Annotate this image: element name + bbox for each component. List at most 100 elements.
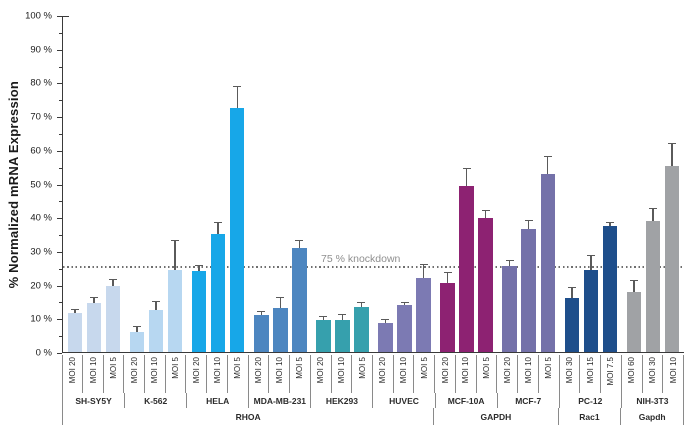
y-tick-label: 10 % [30,313,52,325]
bar [129,331,145,352]
bar-slot [519,16,538,352]
moi-label: MOI 10 [212,356,222,383]
gene-label: RHOA [62,407,435,425]
bar-slot [562,16,581,352]
cell-line-label: HEK293 [311,392,374,408]
bar-groups [63,16,684,352]
bar-slot [147,16,166,352]
bar [105,286,121,352]
x-axis-labels: MOI 20 MOI 10 MOI 5 MOI 20 MOI 10 MOI 5 MOI 20… [62,354,685,425]
moi-label-cell: MOI 7.5 [601,354,622,393]
y-minor-tick-mark [59,302,62,304]
error-bar [381,319,390,324]
moi-label: MOI 20 [502,356,512,383]
moi-label-cell: MOI 5 [228,354,249,393]
moi-label: MOI 5 [233,356,243,379]
y-minor-tick-mark [59,100,62,102]
bar [459,185,474,352]
bar-slot [290,16,309,352]
y-tick-mark [57,353,62,354]
bar-slot [352,16,371,352]
bar [602,226,618,352]
bar [316,320,331,352]
moi-label-group: MOI 60 MOI 30 MOI 10 [622,354,685,393]
moi-label-group: MOI 20 MOI 10 MOI 5 [62,354,125,393]
y-tick-mark [57,285,62,287]
moi-label-cell: MOI 5 [539,354,560,393]
y-axis-ticks: 100 % 90 % 80 % 70 % 60 % 50 % 40 % 30 % 20 % 10 … [0,11,62,359]
moi-label: MOI 10 [88,356,98,383]
bar-slot [500,16,519,352]
moi-label: MOI 20 [378,356,388,383]
y-tick-label: 0 % [35,347,52,359]
bar-slot [600,16,619,352]
y-axis-top-cap [63,16,69,17]
moi-label-cell: MOI 10 [332,354,353,393]
moi-label-cell: MOI 5 [290,354,311,393]
error-bar [257,310,266,316]
error-bar [481,209,490,218]
bar-slot [252,16,271,352]
moi-label-group: MOI 20 MOI 10 MOI 5 [497,354,560,393]
bar-slot [438,16,457,352]
moi-label-cell: MOI 10 [207,354,228,393]
error-bar [152,300,161,311]
bar [502,266,517,352]
moi-label-group: MOI 20 MOI 10 MOI 5 [249,354,311,393]
bar [478,217,493,352]
bar-slot [662,16,681,352]
cell-line-label: MCF-10A [436,392,498,408]
bar-slot [624,16,643,352]
moi-label-group: MOI 30 MOI 15 MOI 7.5 [560,354,622,393]
bar [645,220,661,352]
bar [664,165,680,352]
bar [521,229,536,352]
bar-slot [190,16,209,352]
cell-line-bar-group [187,16,249,352]
error-bar [524,219,533,230]
moi-label-cell: MOI 10 [456,354,477,393]
bar-slot [128,16,147,352]
bar [626,291,642,352]
moi-label: MOI 5 [544,356,554,379]
moi-label-cell: MOI 5 [352,354,374,393]
error-bar [443,272,452,284]
moi-label: MOI 20 [68,356,78,383]
cell-line-label: PC-12 [560,392,622,408]
moi-label: MOI 30 [564,356,574,383]
bar-slot [271,16,290,352]
error-bar [567,287,576,299]
y-tick-label: 20 % [30,280,52,292]
error-bar [171,240,180,270]
error-bar [419,263,428,279]
y-tick-mark [57,117,62,119]
cell-line-label: NIH-3T3 [622,392,684,408]
bar-slot [395,16,414,352]
y-tick-label: 70 % [30,111,52,123]
cell-line-label: MCF-7 [498,392,560,408]
y-minor-tick-mark [59,201,62,203]
cell-line-label: SH-SY5Y [62,392,126,408]
y-tick-label: 60 % [30,145,52,157]
bar-slot [228,16,247,352]
error-bar [586,255,595,271]
cell-line-bar-group [622,16,684,352]
error-bar [400,302,409,305]
moi-label: MOI 5 [295,356,305,379]
y-minor-tick-mark [59,66,62,68]
y-tick-mark [57,150,62,152]
moi-label: MOI 60 [627,356,637,383]
y-minor-tick-mark [59,167,62,169]
moi-label-cell: MOI 5 [414,354,436,393]
bar-slot [66,16,85,352]
bar [148,310,164,352]
error-bar [462,167,471,186]
bar-slot [643,16,662,352]
cell-line-label: HELA [187,392,250,408]
moi-label: MOI 7.5 [606,356,616,385]
bar [292,247,307,352]
moi-label: MOI 10 [150,356,160,383]
threshold-line [63,266,684,268]
error-bar [629,280,638,292]
